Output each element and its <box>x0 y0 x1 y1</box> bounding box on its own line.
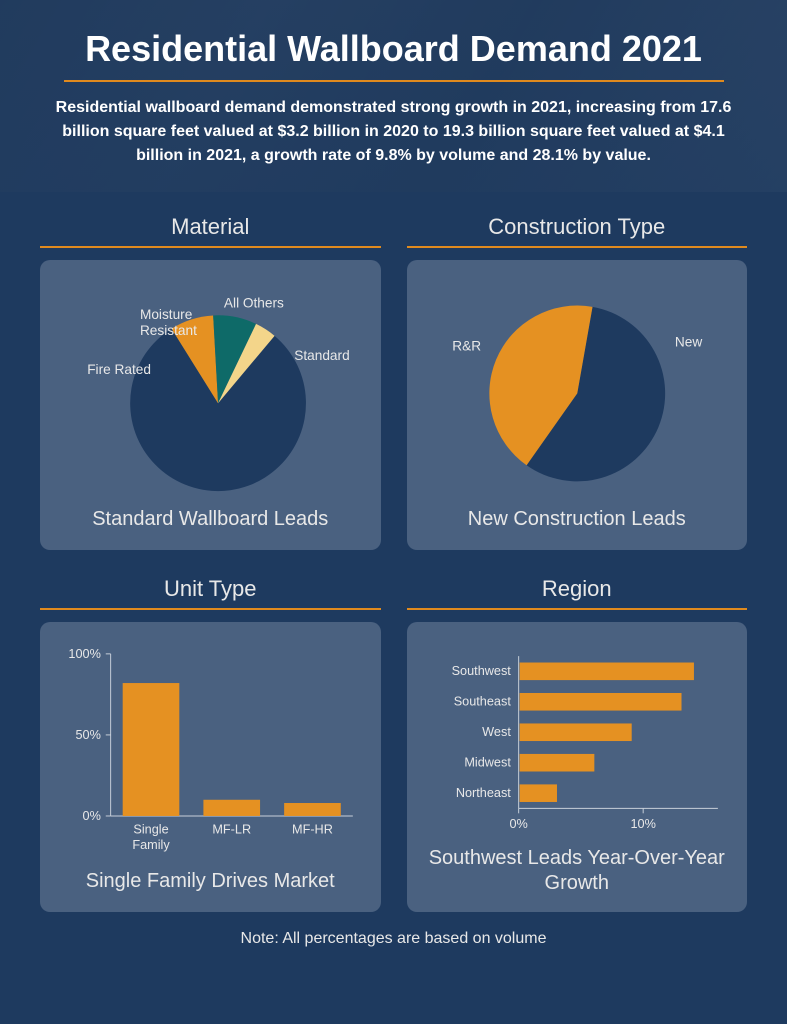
caption-unit: Single Family Drives Market <box>86 869 335 894</box>
svg-text:R&R: R&R <box>452 338 481 353</box>
svg-text:50%: 50% <box>75 728 100 742</box>
card-region: 0% 10% Southwest Southeast West Midwest Northe… <box>407 622 748 912</box>
chart-region: 0% 10% Southwest Southeast West Midwest Northe… <box>421 636 734 846</box>
panel-rule <box>40 246 381 248</box>
footnote: Note: All percentages are based on volum… <box>0 930 787 948</box>
page-title: Residential Wallboard Demand 2021 <box>40 28 747 70</box>
pie-construction: New R&R <box>421 274 734 507</box>
page-subtitle: Residential wallboard demand demonstrate… <box>54 96 734 168</box>
panel-heading-material: Material <box>40 214 381 240</box>
panel-region: Region 0% 10% Southwest Southeast West Midwes… <box>407 576 748 912</box>
svg-text:10%: 10% <box>630 817 655 831</box>
panel-rule <box>407 246 748 248</box>
chart-material: Standard Fire Rated MoistureResistant All O… <box>54 274 367 507</box>
svg-text:Resistant: Resistant <box>140 323 197 338</box>
panel-rule <box>40 608 381 610</box>
chart-construction: New R&R <box>421 274 734 507</box>
svg-text:Midwest: Midwest <box>464 756 511 770</box>
pie-material: Standard Fire Rated MoistureResistant All O… <box>54 274 367 507</box>
svg-text:New: New <box>674 335 701 350</box>
panel-rule <box>407 608 748 610</box>
svg-text:MF-HR: MF-HR <box>292 823 333 837</box>
svg-text:Southeast: Southeast <box>453 695 511 709</box>
svg-text:All Others: All Others <box>224 295 284 310</box>
svg-text:0%: 0% <box>83 809 101 823</box>
svg-text:Standard: Standard <box>294 348 349 363</box>
panel-heading-region: Region <box>407 576 748 602</box>
card-unit: 0% 50% 100% SingleFamily MF-LR MF-HR Single F… <box>40 622 381 912</box>
svg-text:100%: 100% <box>68 647 100 661</box>
svg-text:Single: Single <box>133 823 168 837</box>
chart-unit: 0% 50% 100% SingleFamily MF-LR MF-HR <box>54 636 367 869</box>
title-rule <box>64 80 724 82</box>
caption-construction: New Construction Leads <box>468 507 686 532</box>
panel-grid: Material Standard Fire Rated MoistureResis… <box>0 192 787 924</box>
panel-construction: Construction Type New R&R New Constructio… <box>407 214 748 550</box>
svg-text:Family: Family <box>132 838 170 852</box>
svg-text:West: West <box>482 725 511 739</box>
caption-region: Southwest Leads Year-Over-Year Growth <box>421 846 734 896</box>
bar-unit: 0% 50% 100% SingleFamily MF-LR MF-HR <box>54 636 367 869</box>
card-material: Standard Fire Rated MoistureResistant All O… <box>40 260 381 550</box>
panel-unit: Unit Type 0% 50% 100% SingleFamily MF-LR MF-H… <box>40 576 381 912</box>
panel-heading-construction: Construction Type <box>407 214 748 240</box>
panel-heading-unit: Unit Type <box>40 576 381 602</box>
panel-material: Material Standard Fire Rated MoistureResis… <box>40 214 381 550</box>
svg-text:Northeast: Northeast <box>455 786 510 800</box>
caption-material: Standard Wallboard Leads <box>92 507 328 532</box>
svg-text:0%: 0% <box>509 817 527 831</box>
svg-text:Moisture: Moisture <box>140 307 192 322</box>
svg-text:Southwest: Southwest <box>451 664 511 678</box>
card-construction: New R&R New Construction Leads <box>407 260 748 550</box>
svg-text:MF-LR: MF-LR <box>212 823 251 837</box>
header: Residential Wallboard Demand 2021 Reside… <box>0 0 787 192</box>
hbar-region: 0% 10% Southwest Southeast West Midwest Northe… <box>421 636 734 846</box>
svg-text:Fire Rated: Fire Rated <box>87 362 151 377</box>
